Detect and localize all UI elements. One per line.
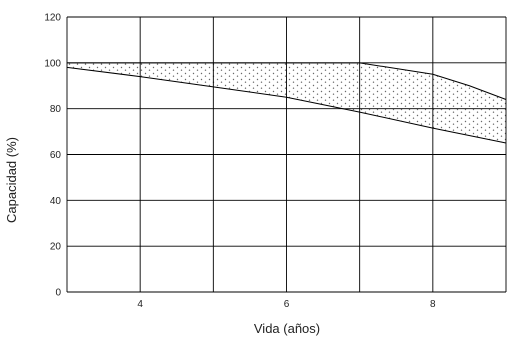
y-tick-label: 100 — [44, 58, 61, 69]
grid-layer — [66, 16, 507, 293]
x-tick-label: 6 — [284, 299, 290, 310]
y-tick-label: 120 — [44, 13, 61, 24]
y-tick-label: 60 — [50, 150, 62, 161]
x-tick-label: 8 — [430, 299, 436, 310]
y-tick-label: 80 — [50, 104, 62, 115]
y-tick-layer: 0 20 40 60 80 100 120 — [44, 13, 61, 299]
series-layer — [66, 62, 507, 144]
lower-capacity-line — [66, 66, 507, 144]
capacity-band-fill — [67, 62, 506, 144]
y-tick-label: 40 — [50, 196, 62, 207]
x-axis-label: Vida (años) — [254, 321, 320, 336]
y-axis-label: Capacidad (%) — [4, 137, 19, 223]
x-tick-label: 4 — [137, 299, 143, 310]
y-tick-label: 0 — [55, 288, 61, 299]
band-fill-layer — [67, 62, 506, 144]
upper-capacity-line — [67, 62, 507, 100]
y-tick-label: 20 — [50, 242, 62, 253]
x-tick-layer: 4 6 8 — [137, 299, 436, 310]
